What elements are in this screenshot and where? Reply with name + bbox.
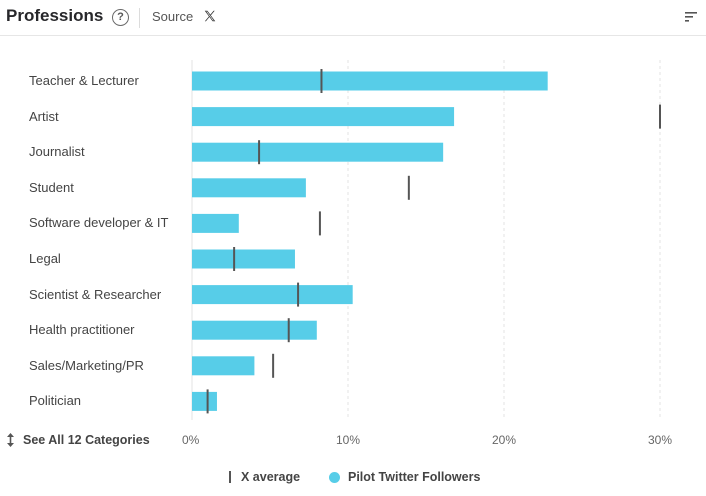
see-all-categories-button[interactable]: See All 12 Categories (6, 431, 150, 449)
followers-bar[interactable] (192, 249, 295, 269)
x-logo-icon[interactable] (203, 8, 217, 24)
chart-legend: X average Pilot Twitter Followers (0, 470, 706, 488)
category-label: Artist (29, 108, 59, 124)
category-label: Politician (29, 393, 82, 409)
vertical-arrows-icon (7, 433, 14, 447)
source-label: Source (152, 9, 194, 24)
followers-bar[interactable] (192, 178, 306, 198)
legend-item-followers[interactable]: Pilot Twitter Followers (329, 470, 480, 484)
panel-header: Professions ? Source (0, 0, 706, 36)
followers-bar[interactable] (192, 320, 317, 340)
followers-bar[interactable] (192, 213, 239, 233)
category-label: Legal (29, 251, 61, 266)
followers-dot-icon (329, 471, 340, 483)
category-label: Student (29, 179, 74, 195)
category-label: Software developer & IT (29, 215, 169, 231)
x-tick-label: 30% (647, 433, 672, 447)
followers-bar[interactable] (192, 71, 548, 91)
category-label: Sales/Marketing/PR (29, 357, 144, 373)
category-label: Scientist & Researcher (29, 286, 162, 302)
followers-bar[interactable] (192, 142, 444, 162)
legend-item-average[interactable]: X average (229, 470, 300, 484)
x-tick-label: 0% (182, 433, 200, 447)
question-circle-icon[interactable]: ? (112, 9, 129, 26)
x-tick-label: 20% (491, 433, 517, 447)
category-label: Health practitioner (29, 322, 135, 338)
legend-followers-label: Pilot Twitter Followers (348, 470, 481, 484)
followers-bar[interactable] (192, 391, 217, 411)
followers-bar[interactable] (192, 285, 353, 305)
panel-title: Professions (6, 6, 104, 25)
followers-bar[interactable] (192, 356, 255, 376)
sort-lines-icon[interactable] (684, 10, 698, 24)
category-label: Teacher & Lecturer (29, 73, 139, 88)
x-tick-label: 10% (335, 433, 361, 447)
average-marker-icon (229, 471, 231, 483)
header-divider (139, 8, 140, 28)
category-label: Journalist (29, 144, 85, 160)
see-all-label: See All 12 Categories (23, 433, 150, 447)
legend-average-label: X average (241, 470, 301, 484)
followers-bar[interactable] (192, 107, 455, 127)
